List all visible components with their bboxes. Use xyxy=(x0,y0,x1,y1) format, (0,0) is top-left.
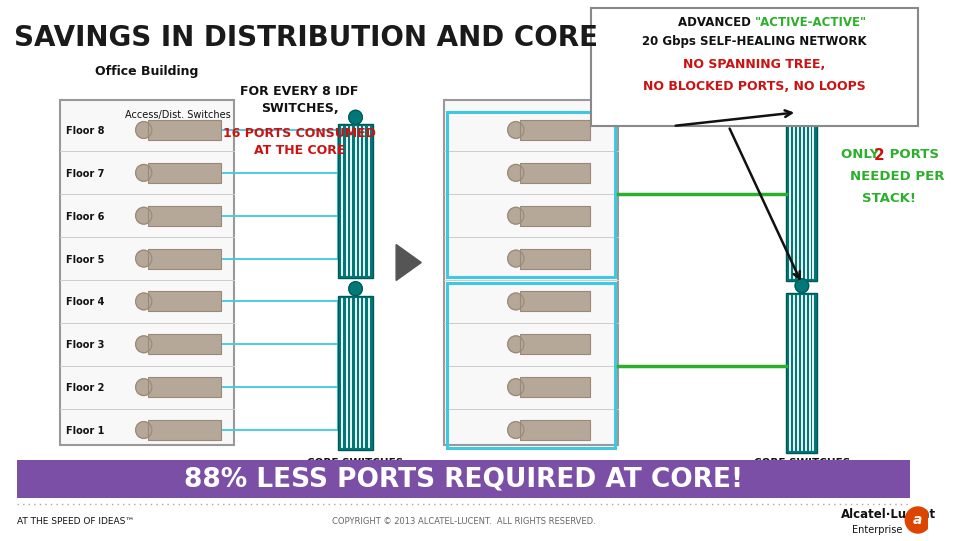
Text: Office Building: Office Building xyxy=(95,65,199,78)
Text: Floor 4: Floor 4 xyxy=(65,298,104,307)
Bar xyxy=(520,120,589,140)
Circle shape xyxy=(135,122,152,138)
Text: FOR EVERY 8 IDF
SWITCHES,: FOR EVERY 8 IDF SWITCHES, xyxy=(240,85,359,115)
Circle shape xyxy=(508,293,524,310)
Bar xyxy=(447,112,615,276)
Text: Floor 6: Floor 6 xyxy=(65,212,104,222)
Circle shape xyxy=(905,507,930,533)
Text: 16 PORTS CONSUMED
AT THE CORE: 16 PORTS CONSUMED AT THE CORE xyxy=(223,127,376,157)
Bar xyxy=(148,377,221,397)
Text: AT THE SPEED OF IDEAS™: AT THE SPEED OF IDEAS™ xyxy=(17,518,134,526)
Text: NEEDED PER: NEEDED PER xyxy=(851,170,945,183)
Circle shape xyxy=(135,293,152,310)
Bar xyxy=(148,120,221,140)
Text: Floor 8: Floor 8 xyxy=(65,126,105,136)
Text: CORE SWITCHES: CORE SWITCHES xyxy=(754,458,850,468)
Bar xyxy=(148,292,221,312)
Circle shape xyxy=(795,279,808,293)
Text: 20 Gbps SELF-HEALING NETWORK: 20 Gbps SELF-HEALING NETWORK xyxy=(642,36,867,49)
Bar xyxy=(17,460,910,498)
Text: Floor 2: Floor 2 xyxy=(65,383,104,393)
Bar xyxy=(338,296,372,450)
Circle shape xyxy=(508,164,524,181)
Circle shape xyxy=(508,122,524,138)
Text: 2: 2 xyxy=(874,148,884,163)
Bar xyxy=(444,100,618,445)
Bar xyxy=(148,334,221,354)
Bar xyxy=(591,8,918,126)
Text: Floor 1: Floor 1 xyxy=(65,426,104,436)
Text: STACK!: STACK! xyxy=(862,192,916,205)
Bar xyxy=(520,377,589,397)
Circle shape xyxy=(508,379,524,395)
Bar xyxy=(786,121,817,281)
Bar xyxy=(447,283,615,448)
Circle shape xyxy=(348,282,362,296)
Text: a: a xyxy=(913,513,923,527)
Bar xyxy=(520,163,589,183)
Circle shape xyxy=(348,110,362,124)
Text: ADVANCED: ADVANCED xyxy=(678,16,755,29)
Bar xyxy=(148,248,221,268)
Text: NO SPANNING TREE,: NO SPANNING TREE, xyxy=(684,57,826,70)
Circle shape xyxy=(135,250,152,267)
Text: COPYRIGHT © 2013 ALCATEL-LUCENT.  ALL RIGHTS RESERVED.: COPYRIGHT © 2013 ALCATEL-LUCENT. ALL RIG… xyxy=(332,518,595,526)
Bar xyxy=(60,100,234,445)
Text: Floor 5: Floor 5 xyxy=(65,255,104,265)
Bar xyxy=(520,420,589,440)
Text: SAVINGS IN DISTRIBUTION AND CORE: SAVINGS IN DISTRIBUTION AND CORE xyxy=(14,24,598,52)
Text: Enterprise: Enterprise xyxy=(852,525,902,535)
Bar xyxy=(520,248,589,268)
Text: CORE SWITCHES: CORE SWITCHES xyxy=(307,458,403,468)
Text: "ACTIVE-ACTIVE": "ACTIVE-ACTIVE" xyxy=(755,16,867,29)
Bar xyxy=(148,163,221,183)
Bar xyxy=(338,124,372,278)
Text: PORTS: PORTS xyxy=(885,148,939,161)
Bar xyxy=(520,206,589,226)
Circle shape xyxy=(135,207,152,224)
Text: NO BLOCKED PORTS, NO LOOPS: NO BLOCKED PORTS, NO LOOPS xyxy=(643,80,866,93)
Bar xyxy=(148,206,221,226)
Text: Floor 3: Floor 3 xyxy=(65,340,104,350)
Bar xyxy=(786,293,817,453)
Text: Floor 7: Floor 7 xyxy=(65,169,104,179)
Circle shape xyxy=(508,250,524,267)
Polygon shape xyxy=(396,245,421,280)
Text: 88% LESS PORTS REQUIRED AT CORE!: 88% LESS PORTS REQUIRED AT CORE! xyxy=(184,466,743,492)
Text: Alcatel·Lucent: Alcatel·Lucent xyxy=(841,509,936,522)
Circle shape xyxy=(508,336,524,353)
Circle shape xyxy=(508,207,524,224)
Circle shape xyxy=(508,421,524,438)
Circle shape xyxy=(135,164,152,181)
Circle shape xyxy=(795,107,808,121)
Bar xyxy=(148,420,221,440)
Text: ONLY: ONLY xyxy=(841,148,883,161)
Circle shape xyxy=(135,336,152,353)
Bar xyxy=(520,292,589,312)
Circle shape xyxy=(135,379,152,395)
Bar xyxy=(520,334,589,354)
Text: Access/Dist. Switches: Access/Dist. Switches xyxy=(126,110,231,120)
Circle shape xyxy=(135,421,152,438)
